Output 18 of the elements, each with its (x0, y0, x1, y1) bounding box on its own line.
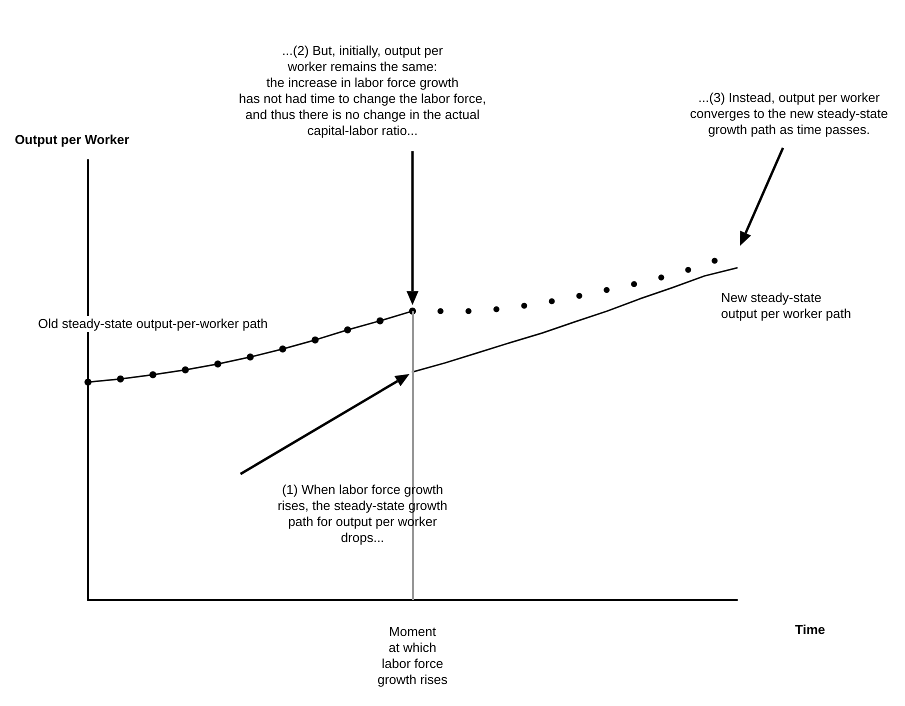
text: ...(2) But, initially, output per worker remains the same: the increase in labor force growth has not had time to change the labor force, and thus there is no change in the actual capital-labor ratio... (238, 43, 486, 140)
annotation: (1) When labor force growth rises, the steady-state growth path for output per worker drops... (278, 482, 448, 546)
point (344, 326, 352, 334)
text: Output per Worker (14, 132, 130, 148)
point (116, 375, 124, 382)
point (246, 354, 254, 361)
series-label: Old steady-state output-per-worker path (38, 316, 268, 332)
point (312, 336, 319, 344)
point (376, 317, 384, 324)
text: Moment at which labor force growth rises (377, 624, 448, 688)
x-axis-title: Time (795, 622, 826, 638)
point (182, 366, 189, 374)
text: ...(3) Instead, output per worker converges to the new steady-state growth path as time passes. (690, 90, 888, 138)
point (149, 371, 156, 378)
point (279, 346, 286, 353)
point (84, 378, 92, 386)
point (214, 360, 222, 368)
series-label: New steady-state output per worker path (721, 290, 852, 322)
